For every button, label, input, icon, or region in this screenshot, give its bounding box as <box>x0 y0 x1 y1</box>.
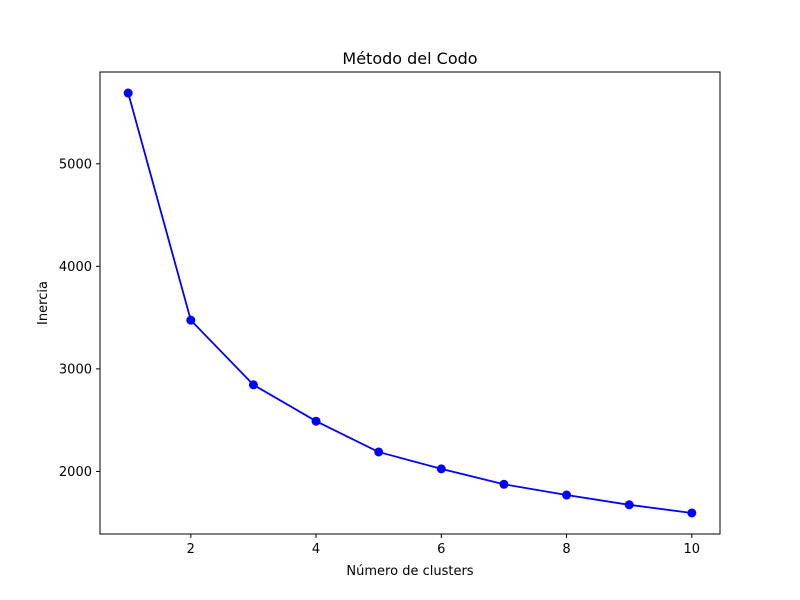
data-point <box>374 447 384 457</box>
data-point <box>311 416 321 426</box>
data-point <box>499 479 509 489</box>
x-tick-label: 10 <box>684 542 701 557</box>
x-tick-label: 4 <box>312 542 320 557</box>
y-axis-ticks: 2000 3000 4000 5000 <box>59 157 100 480</box>
data-point <box>123 88 133 98</box>
series-line-inercia <box>127 92 692 514</box>
chart-title: Método del Codo <box>342 49 477 68</box>
data-point <box>186 315 196 325</box>
x-axis-ticks: 2 4 6 8 10 <box>187 534 700 557</box>
y-tick-label: 2000 <box>59 465 92 480</box>
series-points <box>123 88 697 518</box>
x-tick-label: 2 <box>187 542 195 557</box>
y-axis-label: Inercia <box>36 281 51 325</box>
data-point <box>436 464 446 474</box>
x-axis-label: Número de clusters <box>346 564 473 579</box>
data-point <box>562 490 572 500</box>
data-point <box>624 500 634 510</box>
plot-area-frame <box>99 71 721 535</box>
data-point <box>687 508 697 518</box>
data-point <box>248 380 258 390</box>
y-tick-label: 5000 <box>59 157 92 172</box>
x-tick-label: 6 <box>437 542 445 557</box>
y-tick-label: 4000 <box>59 260 92 275</box>
y-tick-label: 3000 <box>59 362 92 377</box>
x-tick-label: 8 <box>562 542 570 557</box>
